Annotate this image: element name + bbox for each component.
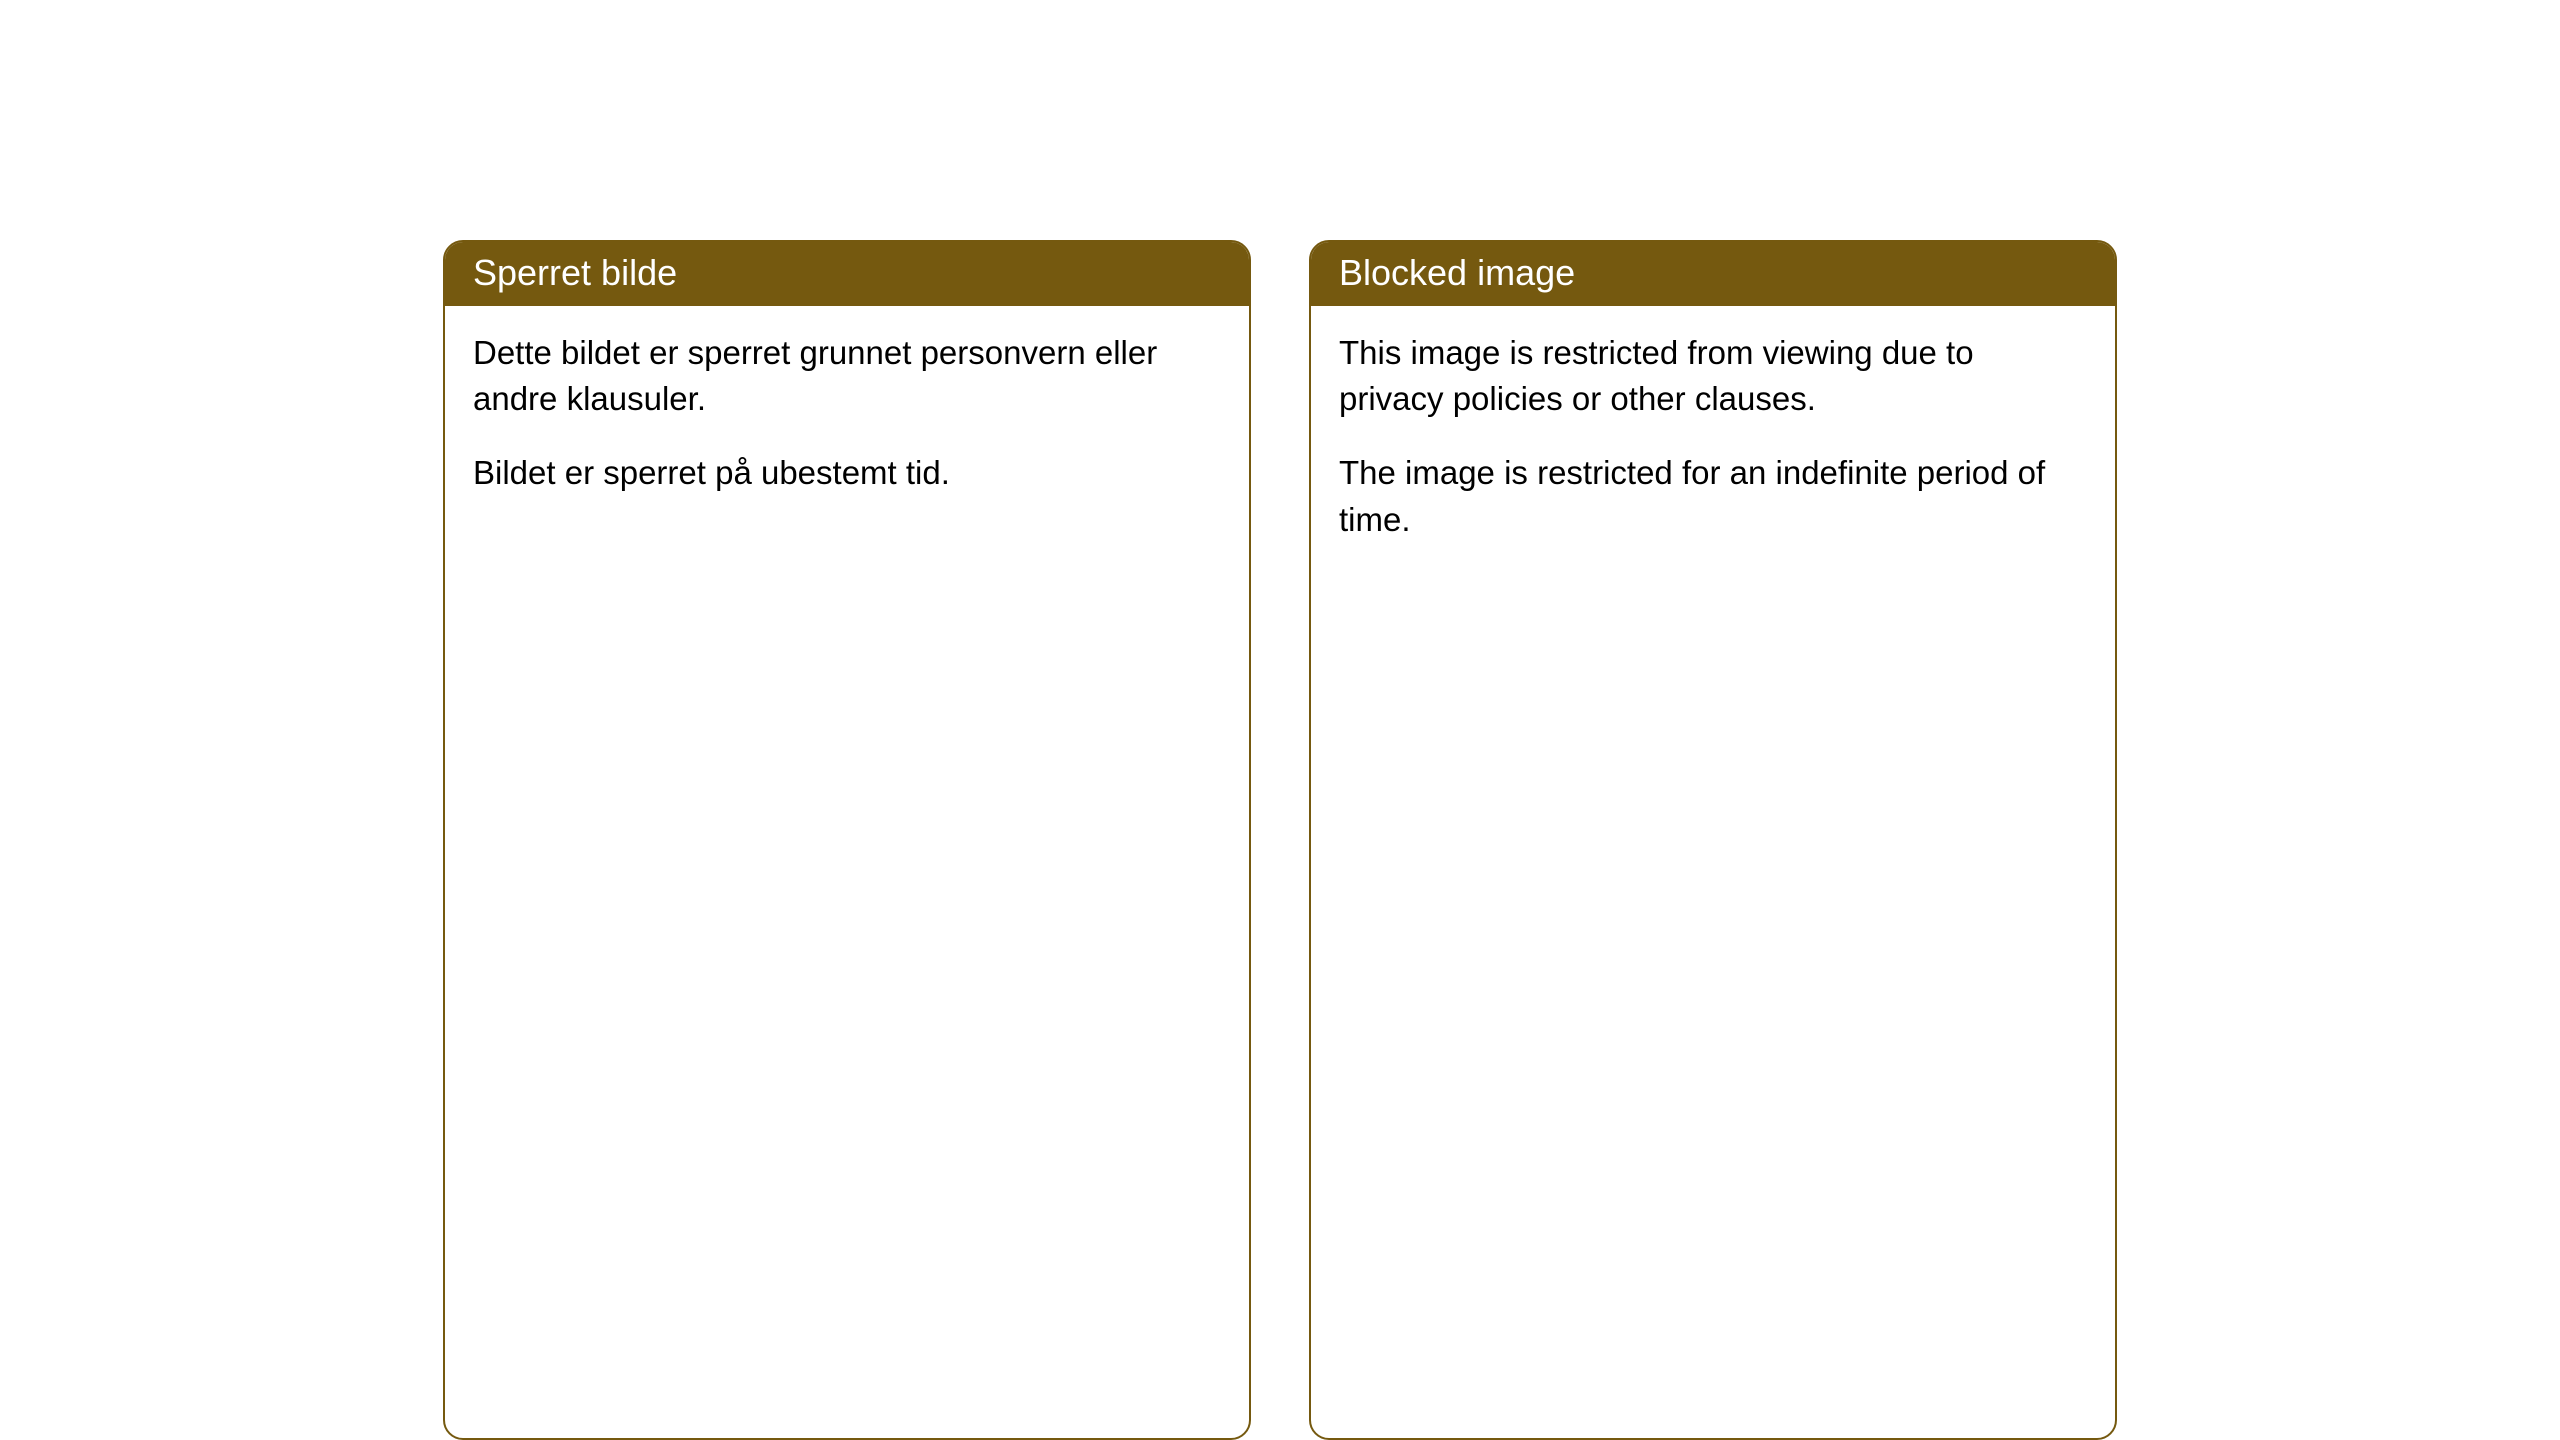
- notice-text-2: The image is restricted for an indefinit…: [1339, 450, 2087, 542]
- notice-header-english: Blocked image: [1311, 242, 2115, 306]
- notice-text-1: Dette bildet er sperret grunnet personve…: [473, 330, 1221, 422]
- notice-body-norwegian: Dette bildet er sperret grunnet personve…: [445, 306, 1249, 537]
- notice-body-english: This image is restricted from viewing du…: [1311, 306, 2115, 583]
- notice-header-norwegian: Sperret bilde: [445, 242, 1249, 306]
- notice-card-english: Blocked image This image is restricted f…: [1309, 240, 2117, 1440]
- notice-text-2: Bildet er sperret på ubestemt tid.: [473, 450, 1221, 496]
- notice-card-norwegian: Sperret bilde Dette bildet er sperret gr…: [443, 240, 1251, 1440]
- notice-container: Sperret bilde Dette bildet er sperret gr…: [443, 240, 2117, 1440]
- notice-text-1: This image is restricted from viewing du…: [1339, 330, 2087, 422]
